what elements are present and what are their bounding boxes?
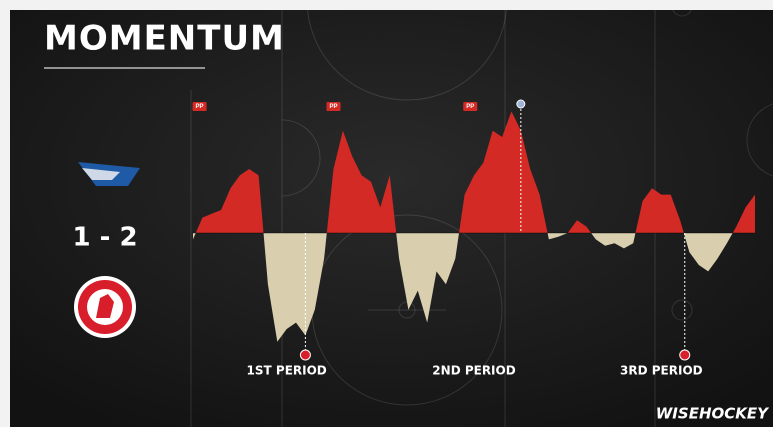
power-play-badge: PP xyxy=(193,102,207,111)
badge-label: PP xyxy=(329,104,337,110)
power-play-badge: PP xyxy=(463,102,477,111)
goal-marker xyxy=(517,100,525,108)
period-label: 2ND PERIOD xyxy=(432,364,515,378)
away-logo xyxy=(74,276,136,338)
brand: WISEHOCKEY xyxy=(656,405,770,423)
goal-marker xyxy=(680,350,690,360)
power-play-badge: PP xyxy=(327,102,341,111)
badge-label: PP xyxy=(466,104,474,110)
page: {"chart_data": { "type": "area", "title"… xyxy=(0,0,773,427)
score: 1 - 2 xyxy=(72,223,137,253)
period-label: 3RD PERIOD xyxy=(620,364,703,378)
chart: MOMENTUM 1 - 2 PP PP PP 1ST PERIOD 2ND PERIO… xyxy=(0,0,773,427)
goal-marker xyxy=(300,350,310,360)
period-label: 1ST PERIOD xyxy=(247,364,327,378)
chart-title: MOMENTUM xyxy=(44,19,285,59)
badge-label: PP xyxy=(196,104,204,110)
